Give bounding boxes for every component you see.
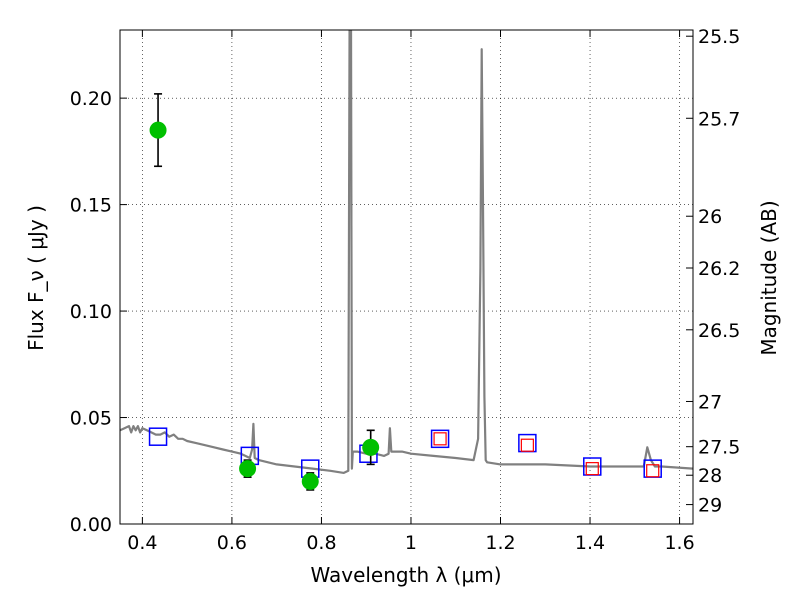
x-axis-label: Wavelength λ (μm) (310, 563, 501, 587)
y-tick-label: 0.10 (70, 301, 112, 323)
x-tick-label: 1.2 (485, 532, 515, 554)
photometry-square (430, 429, 450, 449)
x-tick-label: 1.6 (664, 532, 694, 554)
y-axis: 0.00 0.05 0.10 0.15 0.20 (70, 88, 127, 536)
y2-tick-label: 26.2 (698, 258, 740, 280)
model-square (585, 462, 599, 476)
spectrum (120, 30, 693, 474)
model-square (646, 464, 660, 478)
plot-frame (119, 29, 694, 525)
spectrum-line (120, 30, 693, 474)
x-tick-label: 0.8 (306, 532, 336, 554)
x-tick-label: 0.6 (217, 532, 247, 554)
y-tick-label: 0.20 (70, 88, 112, 110)
grid (120, 30, 693, 525)
x-axis: 0.4 0.6 0.8 1 1.2 1.4 1.6 (127, 30, 695, 554)
y2-tick-label: 26 (698, 206, 722, 228)
y2-tick-label: 29 (698, 495, 722, 517)
x-tick-label: 1 (405, 532, 417, 554)
y2-tick-label: 28 (698, 465, 722, 487)
y-axis-label: Flux F_ν ( μJy ) (24, 205, 48, 351)
detection-point (362, 438, 380, 456)
markers (148, 93, 662, 491)
y2-tick-label: 25.5 (698, 26, 740, 48)
x-tick-label: 0.4 (127, 532, 157, 554)
y2-axis: 25.5 25.7 26 26.2 26.5 27 27.5 28 29 (686, 26, 740, 517)
y2-tick-label: 25.7 (698, 108, 740, 130)
detection-point (301, 472, 319, 490)
y-tick-label: 0.15 (70, 195, 112, 217)
photometry-square (148, 427, 168, 446)
y2-tick-label: 27 (698, 391, 722, 413)
y2-tick-label: 26.5 (698, 320, 740, 342)
x-tick-label: 1.4 (575, 532, 605, 554)
y2-tick-label: 27.5 (698, 437, 740, 459)
detection-point (239, 460, 257, 478)
y-tick-label: 0.00 (70, 514, 112, 536)
y-tick-label: 0.05 (70, 408, 112, 430)
detection-point (149, 121, 167, 139)
model-square (520, 438, 534, 452)
y2-axis-label: Magnitude (AB) (757, 200, 781, 355)
model-square (433, 432, 447, 446)
